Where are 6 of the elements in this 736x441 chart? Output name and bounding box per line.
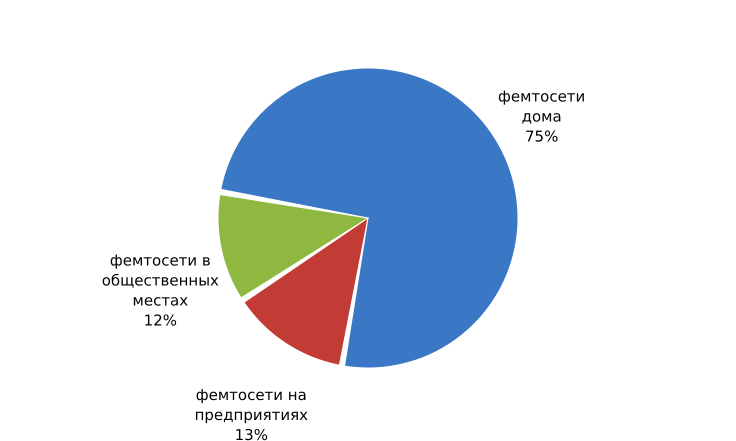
data-label: 75% — [524, 127, 558, 146]
slice-label: фемтосети на предприятиях — [194, 386, 308, 424]
slice-label: фемтосети в общественных местах — [102, 252, 220, 310]
slice-label: фемтосети дома — [498, 87, 586, 126]
data-label: 13% — [234, 426, 268, 441]
data-label: 12% — [144, 312, 177, 330]
